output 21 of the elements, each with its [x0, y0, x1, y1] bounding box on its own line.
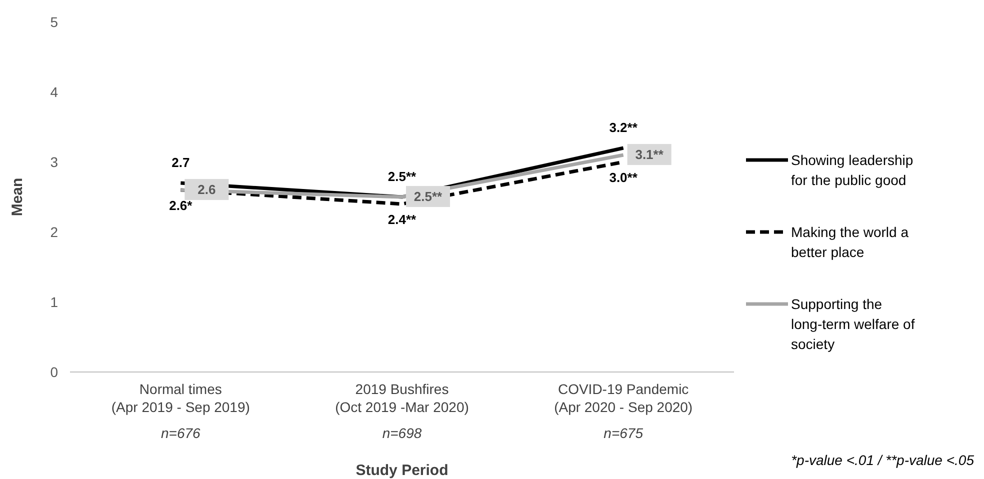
y-tick-label: 5	[50, 14, 58, 30]
y-tick-label: 0	[50, 364, 58, 380]
x-tick-label: COVID-19 Pandemic (Apr 2020 - Sep 2020) n=675	[554, 381, 693, 441]
data-label: 3.2**	[609, 120, 638, 135]
data-label: 2.6*	[169, 198, 194, 213]
x-tick-label: 2019 Bushfires (Oct 2019 -Mar 2020) n=698	[335, 381, 469, 441]
legend-label: Showing leadership for the public good	[791, 152, 914, 188]
y-axis-title: Mean	[9, 178, 26, 216]
legend-label: Supporting the long-term welfare of society	[791, 296, 915, 352]
y-tick-label: 3	[50, 154, 58, 170]
data-label: 2.5**	[388, 169, 418, 184]
legend-label: Making the world a better place	[791, 224, 909, 260]
x-axis-title: Study Period	[356, 462, 448, 479]
y-tick-label: 2	[50, 224, 58, 240]
data-label: 2.7	[172, 155, 190, 170]
x-tick-label: Normal times (Apr 2019 - Sep 2019) n=676	[111, 381, 250, 441]
y-tick-label: 1	[50, 294, 58, 310]
data-label: 2.4**	[388, 212, 418, 227]
y-tick-label: 4	[50, 84, 58, 100]
text: *p-value <.01 / **p-value <.05	[791, 452, 974, 468]
data-label: 3.0**	[609, 170, 638, 185]
